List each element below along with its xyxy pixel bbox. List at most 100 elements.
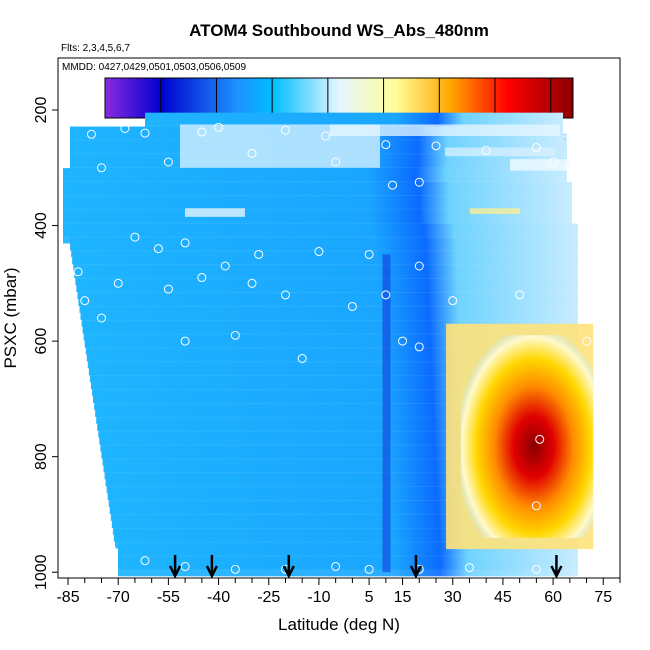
sample-point	[464, 563, 474, 573]
sample-point	[214, 122, 224, 132]
profile-arrow-head	[205, 565, 218, 579]
sample-point	[575, 128, 585, 138]
sample-point	[321, 131, 331, 141]
sample-point	[414, 342, 424, 352]
y-tick-label: 800	[33, 443, 50, 470]
x-tick-label: -25	[257, 589, 280, 606]
field-streak	[185, 208, 245, 217]
chart-title: ATOM4 Southbound WS_Abs_480nm	[189, 21, 489, 40]
x-tick-label: 15	[394, 589, 412, 606]
sample-point	[388, 180, 398, 190]
sample-point	[381, 290, 391, 300]
sample-point	[381, 140, 391, 150]
x-tick-label: -40	[207, 589, 230, 606]
sample-point	[414, 177, 424, 187]
field-streak	[445, 147, 555, 157]
sample-point	[73, 267, 83, 277]
sample-point	[531, 564, 541, 574]
plot-frame	[57, 57, 621, 579]
sample-point	[398, 336, 408, 346]
x-tick-label: 60	[544, 589, 562, 606]
sample-point	[331, 561, 341, 571]
sample-point	[535, 434, 545, 444]
sample-point	[280, 290, 290, 300]
sample-point	[531, 501, 541, 511]
y-tick-label: 1000	[33, 554, 50, 590]
sample-point	[180, 238, 190, 248]
sample-point	[548, 157, 558, 167]
profile-arrows	[168, 555, 563, 579]
x-tick-label: 5	[365, 589, 374, 606]
field-streak	[470, 208, 520, 214]
field-streak	[330, 124, 560, 136]
sample-point	[280, 125, 290, 135]
dates-label: MMDD: 0427,0429,0501,0503,0506,0509	[62, 62, 246, 73]
sample-point	[247, 278, 257, 288]
y-tick-label: 400	[33, 212, 50, 239]
sample-point	[230, 330, 240, 340]
colorbar-gradient	[104, 77, 574, 119]
sample-point	[247, 148, 257, 158]
x-tick-label: 75	[594, 589, 612, 606]
sample-point	[582, 556, 592, 566]
sample-point	[153, 244, 163, 254]
field-streak	[510, 159, 570, 171]
sample-point	[565, 163, 575, 173]
sample-point	[582, 313, 592, 323]
x-tick-label: 45	[494, 589, 512, 606]
sample-point	[230, 564, 240, 574]
sample-point	[120, 123, 130, 133]
sample-point	[448, 296, 458, 306]
field-column	[382, 254, 391, 573]
sample-point	[80, 296, 90, 306]
profile-arrow-head	[168, 565, 182, 579]
sample-point	[515, 290, 525, 300]
sample-point	[197, 127, 207, 137]
sample-point	[96, 163, 106, 173]
sample-point	[180, 561, 190, 571]
enhancement-core	[460, 335, 594, 538]
sample-point	[297, 353, 307, 363]
sample-point	[140, 128, 150, 138]
sample-point	[364, 564, 374, 574]
sample-point	[113, 278, 123, 288]
y-tick-label: 600	[33, 328, 50, 355]
sample-point	[531, 143, 541, 153]
sample-point	[582, 336, 592, 346]
sample-points	[73, 122, 592, 574]
y-tick-label: 200	[33, 97, 50, 124]
x-axis-label: Latitude (deg N)	[278, 615, 400, 634]
sample-point	[197, 273, 207, 283]
x-tick-label: -85	[56, 589, 79, 606]
profile-arrow-head	[409, 565, 423, 579]
x-tick-label: -10	[307, 589, 330, 606]
heatmap-field	[63, 112, 594, 577]
sample-point	[481, 145, 491, 155]
sample-point	[96, 313, 106, 323]
profile-arrow-head	[550, 565, 563, 579]
sample-point	[180, 336, 190, 346]
sample-point	[331, 157, 341, 167]
x-tick-label: 30	[444, 589, 462, 606]
sample-point	[254, 249, 264, 259]
sample-point	[140, 556, 150, 566]
x-axis: -85 -70 -55 -40 -25 -10 5 15 30 45 60 75	[56, 578, 621, 606]
flights-label: Flts: 2,3,4,5,6,7	[61, 43, 130, 54]
sample-point	[220, 261, 230, 271]
sample-point	[414, 261, 424, 271]
sample-point	[130, 232, 140, 242]
sample-point	[347, 301, 357, 311]
y-axis: 200 400 600 800 1000	[33, 97, 58, 590]
sample-point	[431, 141, 441, 151]
profile-arrow-head	[282, 565, 295, 579]
sample-point	[86, 129, 96, 139]
x-tick-label: -55	[157, 589, 180, 606]
sample-point	[314, 247, 324, 257]
x-tick-label: -70	[107, 589, 130, 606]
sample-point	[163, 284, 173, 294]
sample-point	[163, 157, 173, 167]
sample-point	[364, 249, 374, 259]
sample-point	[107, 544, 117, 554]
y-axis-label: PSXC (mbar)	[1, 267, 20, 368]
